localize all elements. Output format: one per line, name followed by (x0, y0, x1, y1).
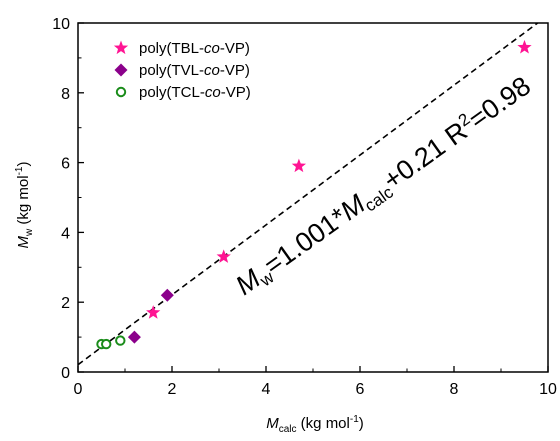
data-point-circle (115, 335, 126, 346)
y-axis-title: Mw (kg mol-1) (14, 162, 35, 249)
y-tick-label: 10 (52, 16, 70, 33)
legend-label-tbl: poly(TBL-co-VP) (139, 40, 250, 57)
axis-ticks-layer: 0 2 4 6 8 10 0 2 4 6 8 10 (52, 16, 557, 398)
data-point-star (517, 39, 532, 54)
fit-equation-annotation: Mw=1.001*Mcalc+0.21 R2=0.98 (229, 70, 537, 304)
x-tick-label: 0 (74, 381, 83, 398)
legend: poly(TBL-co-VP) poly(TVL-co-VP) poly(TCL… (113, 40, 251, 101)
x-tick-label: 4 (262, 381, 271, 398)
data-point-star (291, 158, 307, 173)
legend-marker-diamond (114, 63, 128, 77)
data-point-diamond (127, 330, 141, 344)
fit-line-layer (77, 22, 539, 366)
legend-marker-circle (115, 86, 127, 98)
x-tick-label: 10 (539, 381, 557, 398)
y-tick-label: 0 (61, 365, 70, 382)
data-point-circle (101, 338, 112, 350)
data-point-diamond (160, 288, 174, 302)
data-points-layer (96, 39, 532, 350)
y-tick-label: 2 (61, 295, 70, 312)
y-tick-label: 6 (61, 156, 70, 173)
fit-line (77, 22, 539, 366)
x-axis-title: Mcalc (kg mol-1) (266, 414, 364, 435)
legend-label-tcl: poly(TCL-co-VP) (139, 84, 251, 101)
legend-label-tvl: poly(TVL-co-VP) (139, 62, 250, 79)
y-tick-label: 8 (61, 86, 70, 103)
data-point-star (146, 305, 161, 319)
legend-markers (113, 40, 129, 98)
legend-marker-star (113, 40, 129, 55)
y-tick-label: 4 (61, 225, 70, 242)
x-tick-label: 8 (450, 381, 459, 398)
data-point-star (216, 249, 231, 263)
x-tick-label: 2 (168, 381, 177, 398)
x-tick-label: 6 (356, 381, 365, 398)
